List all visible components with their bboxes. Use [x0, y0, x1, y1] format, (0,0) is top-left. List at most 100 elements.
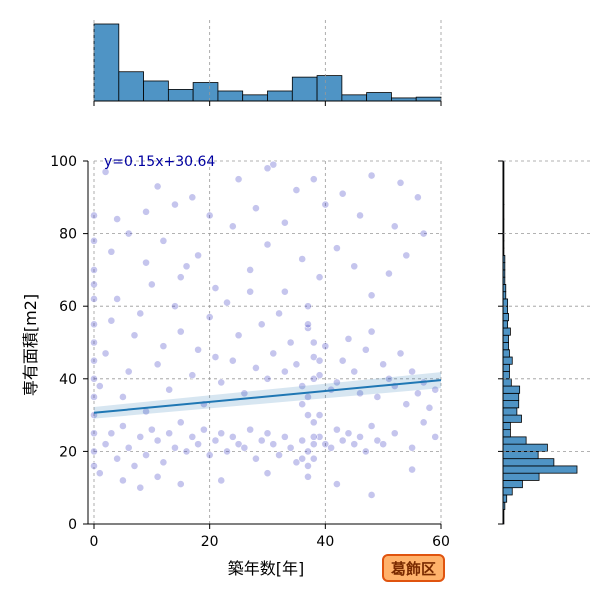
top-hist-bar-2	[143, 80, 169, 102]
data-point-64	[90, 280, 98, 289]
data-point-122	[408, 367, 416, 376]
data-point-2	[107, 429, 116, 438]
data-point-23	[228, 432, 237, 441]
data-point-58	[90, 265, 98, 274]
right-hist-bar-5	[502, 472, 540, 481]
data-point-11	[159, 458, 168, 467]
data-point-172	[263, 469, 272, 478]
data-point-96	[257, 320, 266, 329]
data-point-114	[361, 345, 370, 354]
data-point-97	[263, 374, 272, 383]
top-hist-bar-8	[291, 76, 318, 102]
right-hist-bar-21	[502, 356, 513, 365]
right-hist-bar-24	[502, 334, 509, 343]
right-hist-bar-29	[502, 298, 509, 307]
top-hist-bar-7	[267, 90, 293, 102]
y-tick-label-60: 60	[59, 299, 77, 315]
data-point-186	[309, 440, 318, 449]
data-point-1	[101, 440, 110, 449]
data-point-110	[338, 356, 347, 365]
right-hist-bar-28	[502, 305, 509, 314]
data-point-34	[292, 458, 301, 467]
data-point-155	[396, 178, 405, 187]
data-point-82	[176, 327, 185, 336]
data-point-135	[246, 265, 255, 274]
data-point-79	[159, 342, 168, 351]
data-point-88	[211, 353, 220, 361]
data-point-13	[171, 443, 179, 452]
regression-confidence-band	[94, 372, 441, 419]
data-point-75	[136, 309, 145, 318]
data-point-69	[101, 349, 110, 358]
right-hist-bar-2	[502, 494, 508, 503]
data-point-159	[171, 200, 179, 209]
top-hist-bar-5	[217, 90, 244, 102]
data-point-5	[124, 443, 133, 452]
data-point-158	[142, 207, 150, 216]
data-point-106	[315, 371, 324, 380]
data-point-48	[373, 436, 382, 445]
right-hist-bar-23	[502, 342, 509, 351]
data-point-113	[356, 389, 364, 398]
data-point-100	[280, 367, 289, 376]
data-point-175	[367, 491, 376, 499]
data-point-115	[367, 327, 376, 336]
data-point-148	[234, 175, 243, 184]
right-hist-bar-7	[502, 458, 555, 467]
top-hist-bar-13	[415, 96, 442, 102]
data-point-138	[298, 255, 307, 263]
data-point-67	[90, 462, 98, 470]
data-point-171	[217, 476, 226, 485]
data-point-41	[332, 425, 341, 434]
top-hist-bar-11	[366, 92, 392, 102]
data-point-177	[304, 411, 312, 419]
data-point-32	[280, 432, 289, 441]
x-tick-label-40: 40	[316, 534, 334, 550]
data-point-129	[142, 258, 150, 267]
data-point-3	[113, 454, 122, 463]
top-hist-bar-0	[93, 23, 120, 102]
right-hist-bar-14	[502, 407, 518, 416]
data-point-31	[275, 451, 283, 459]
data-point-45	[356, 432, 364, 441]
data-point-133	[211, 284, 220, 292]
data-point-101	[286, 338, 295, 347]
y-tick-label-20: 20	[59, 444, 77, 460]
data-point-187	[298, 454, 307, 463]
data-point-0	[95, 469, 104, 478]
top-hist-bar-6	[242, 94, 268, 102]
data-point-55	[90, 356, 98, 365]
data-point-154	[367, 171, 376, 180]
top-hist-bar-4	[192, 82, 219, 102]
data-point-152	[309, 175, 318, 184]
data-point-164	[356, 211, 364, 220]
data-point-73	[124, 367, 133, 376]
data-point-81	[171, 302, 179, 311]
data-point-147	[188, 193, 197, 202]
data-point-61	[90, 447, 98, 456]
data-point-183	[298, 400, 307, 409]
data-point-168	[136, 483, 145, 492]
data-point-68	[95, 382, 104, 390]
data-point-59	[90, 393, 98, 401]
data-point-36	[304, 447, 312, 456]
data-point-35	[298, 436, 307, 445]
data-point-14	[176, 418, 185, 427]
data-point-130	[159, 236, 168, 245]
data-point-30	[269, 440, 278, 449]
data-point-43	[344, 429, 353, 438]
regression-line	[93, 379, 442, 414]
x-tick-label-60: 60	[432, 534, 450, 550]
data-point-40	[327, 443, 336, 452]
data-point-150	[263, 164, 272, 173]
data-point-9	[147, 425, 156, 434]
y-tick-label-80: 80	[59, 227, 77, 243]
data-point-60	[90, 429, 98, 438]
right-marginal-histogram	[498, 160, 590, 525]
data-point-103	[298, 382, 307, 390]
data-point-173	[304, 472, 312, 481]
data-point-139	[315, 273, 324, 282]
data-point-102	[292, 360, 301, 369]
data-point-151	[292, 186, 301, 194]
data-point-112	[350, 367, 359, 376]
